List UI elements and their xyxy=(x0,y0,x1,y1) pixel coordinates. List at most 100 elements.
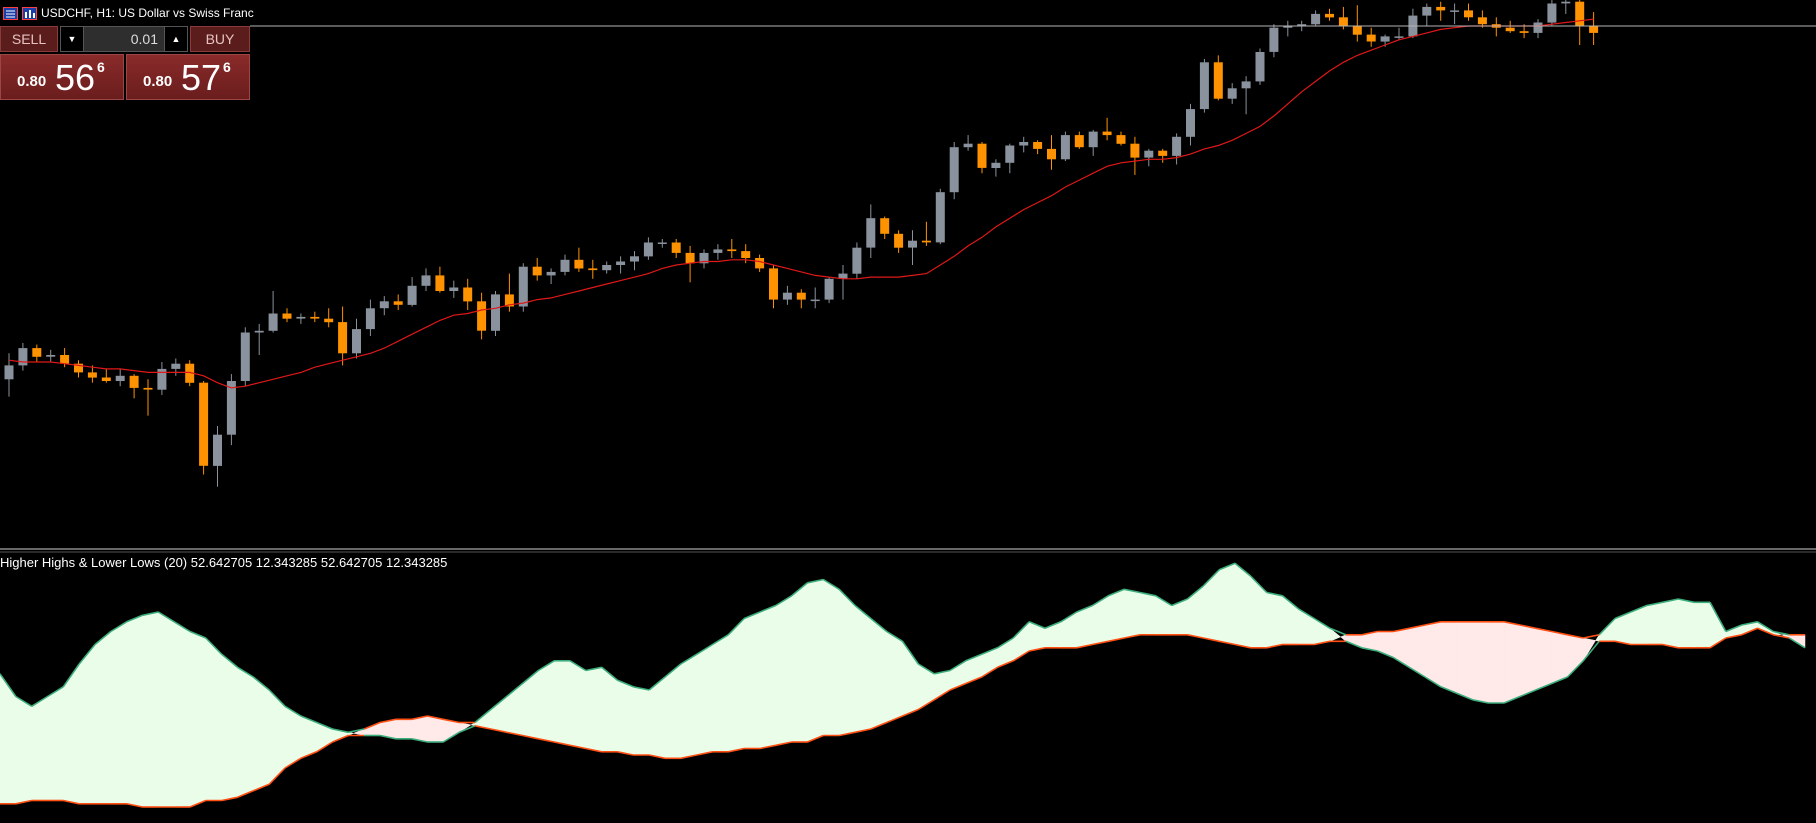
candle xyxy=(838,265,848,300)
candle-body xyxy=(602,265,612,271)
indicator-upper-line xyxy=(854,604,872,620)
candle-body xyxy=(240,332,250,381)
indicator-fill xyxy=(553,660,571,746)
sell-price-button[interactable]: 0.80 56 6 xyxy=(0,54,124,100)
chart-bars-icon[interactable] xyxy=(22,6,37,20)
candle xyxy=(32,344,42,362)
candle-body xyxy=(60,355,70,364)
indicator-fill xyxy=(94,630,112,805)
indicator-fill xyxy=(158,611,175,808)
candle xyxy=(657,239,667,248)
lot-size-stepper[interactable]: ▼ 0.01 ▲ xyxy=(60,26,188,52)
sell-price-prefix: 0.80 xyxy=(17,73,47,90)
candle xyxy=(1533,19,1543,39)
candle xyxy=(1033,140,1043,155)
candle-body xyxy=(421,275,431,286)
candle-body xyxy=(685,252,695,264)
candle-body xyxy=(1575,1,1585,26)
indicator-fill xyxy=(633,686,650,756)
indicator-fill xyxy=(838,588,856,736)
candle-body xyxy=(449,287,459,291)
indicator-lower-line xyxy=(870,721,888,730)
indicator-upper-line xyxy=(727,617,745,636)
indicator-upper-line xyxy=(221,653,239,668)
candle-body xyxy=(741,251,751,258)
candle xyxy=(1311,10,1321,26)
candle xyxy=(880,216,890,239)
indicator-lower-line xyxy=(1440,686,1458,695)
indicator-lower-line xyxy=(839,731,856,737)
indicator-upper-line xyxy=(1361,630,1378,636)
sell-button[interactable]: SELL xyxy=(0,26,58,52)
indicator-upper-line xyxy=(1583,634,1600,639)
indicator-fill xyxy=(1535,627,1552,691)
indicator-lower-line xyxy=(284,757,302,769)
candle-body xyxy=(616,261,626,265)
indicator-fill xyxy=(680,653,697,759)
candle-body xyxy=(129,375,139,388)
indicator-fill xyxy=(458,722,472,733)
chart-list-icon[interactable] xyxy=(3,6,18,20)
candle-body xyxy=(282,313,292,319)
candle-body xyxy=(1283,26,1293,28)
buy-button[interactable]: BUY xyxy=(190,26,250,52)
candle-body xyxy=(1047,148,1056,160)
indicator-fill xyxy=(1218,562,1236,645)
indicator-lower-line xyxy=(1741,627,1758,636)
lot-size-input[interactable]: 0.01 xyxy=(84,27,164,51)
price-chart xyxy=(4,0,1599,487)
indicator-upper-line xyxy=(1124,588,1141,594)
arrow-up-icon[interactable]: ▲ xyxy=(164,27,187,51)
candle-body xyxy=(630,256,639,262)
indicator-fill xyxy=(1340,634,1347,642)
indicator-upper-line xyxy=(1171,598,1188,607)
candle xyxy=(1575,0,1585,45)
candle xyxy=(1366,27,1376,47)
candle-body xyxy=(1241,81,1251,89)
candle xyxy=(240,327,250,387)
candle-body xyxy=(921,240,931,243)
candle-body xyxy=(824,278,834,300)
indicator-lower-line xyxy=(1725,634,1742,639)
indicator-upper-line xyxy=(949,660,967,672)
candle xyxy=(1477,10,1487,28)
buy-price-button[interactable]: 0.80 57 6 xyxy=(126,54,250,100)
indicator-upper-line xyxy=(1092,595,1109,607)
indicator-upper-line xyxy=(1678,598,1695,604)
indicator-lower-line xyxy=(1788,637,1806,649)
candle-body xyxy=(74,363,83,373)
indicator-fill xyxy=(1108,588,1125,642)
indicator-upper-line xyxy=(173,621,191,633)
candle xyxy=(1547,0,1557,26)
candle-body xyxy=(4,365,14,380)
candle xyxy=(991,159,1001,177)
indicator-fill xyxy=(427,715,444,743)
candle xyxy=(18,342,28,371)
indicator-lower-line xyxy=(237,790,254,799)
candle xyxy=(699,249,709,269)
candle xyxy=(1047,135,1056,170)
indicator-upper-line xyxy=(363,721,381,730)
indicator-upper-line xyxy=(822,578,840,590)
indicator-upper-line xyxy=(126,614,143,623)
indicator-lower-line xyxy=(300,751,318,760)
indicator-fill xyxy=(237,666,254,798)
candle-body xyxy=(560,259,570,272)
candle xyxy=(546,268,556,284)
candle xyxy=(727,239,737,258)
candle-body xyxy=(977,143,987,168)
candle xyxy=(616,256,626,274)
candle xyxy=(1505,20,1515,33)
indicator-lower-line xyxy=(1092,640,1109,646)
candle-body xyxy=(769,268,778,300)
indicator-upper-line xyxy=(490,695,508,711)
candle xyxy=(254,323,264,355)
arrow-down-icon[interactable]: ▼ xyxy=(61,27,84,51)
indicator-lower-line xyxy=(1012,650,1030,662)
candle xyxy=(935,188,945,245)
indicator-upper-line xyxy=(775,595,793,607)
indicator-fill xyxy=(1472,621,1489,704)
indicator-lower-line xyxy=(1076,643,1093,649)
candle-body xyxy=(477,301,487,331)
